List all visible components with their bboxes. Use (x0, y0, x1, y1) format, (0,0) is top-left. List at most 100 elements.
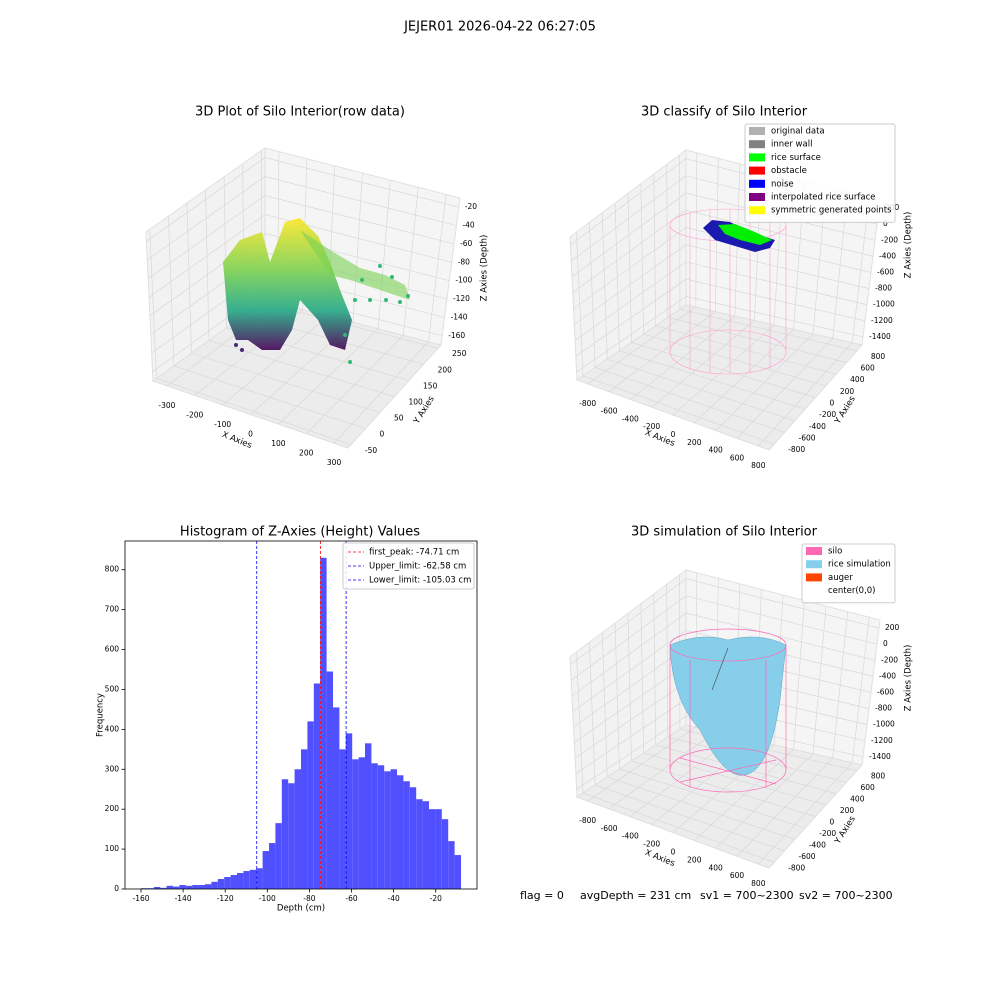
legend-label: noise (771, 179, 794, 189)
grid-line (147, 195, 455, 279)
grid-line (167, 216, 366, 430)
z-tick-label: -140 (451, 312, 468, 321)
grid-line (666, 164, 847, 363)
histogram-bar (441, 819, 449, 889)
grid-line (149, 233, 450, 317)
grid-line (223, 176, 410, 381)
z-axis-label: Z Axies (Depth) (480, 235, 490, 302)
grid-line (250, 172, 363, 415)
histogram-bar (326, 671, 333, 889)
x-tick-label: -40 (388, 894, 400, 903)
grid-line (666, 584, 847, 783)
grid-line (571, 192, 876, 278)
x-tick-label: 200 (687, 438, 702, 447)
histogram-bar (262, 851, 269, 889)
histogram-bar (435, 809, 442, 889)
histogram-bar (345, 733, 353, 889)
histogram-bar (211, 881, 218, 889)
x-tick-label: -600 (600, 407, 617, 416)
legend-swatch (749, 206, 765, 215)
legend-label: symmetric generated points (771, 206, 892, 216)
x-tick-label: -200 (186, 410, 203, 419)
legend-swatch (749, 153, 765, 162)
z-tick-label: -1000 (873, 300, 895, 309)
histogram-bar (409, 787, 417, 889)
x-tick-label: -20 (430, 894, 442, 903)
grid-line (679, 574, 857, 772)
x-tick-label: 200 (299, 449, 314, 458)
grid-line (572, 629, 874, 712)
rice-simulation-surface (669, 636, 787, 776)
y-tick-label: -400 (809, 840, 826, 849)
y-tick-label: -200 (819, 829, 836, 838)
x-tick-label: 300 (327, 458, 342, 467)
grid-line (587, 572, 698, 802)
grid-line (146, 157, 459, 242)
grid-line (572, 209, 874, 293)
chart-title: 3D Plot of Silo Interior(row data) (195, 105, 405, 120)
x-tick-label: 600 (730, 453, 745, 462)
auger (711, 647, 729, 691)
histogram-bar (243, 871, 250, 889)
y-tick-label: 200 (438, 365, 453, 374)
legend-swatch (749, 166, 765, 175)
histogram-bar (313, 683, 321, 889)
grid-line (205, 189, 395, 397)
grid-line (149, 229, 352, 446)
z-tick-label: -200 (881, 235, 898, 244)
z-tick-label: -1200 (871, 736, 893, 745)
z-tick-label: -40 (462, 221, 474, 230)
grid-line (576, 716, 864, 790)
y-tick-label: 500 (105, 684, 120, 693)
grid-line (614, 623, 806, 829)
grid-line (653, 594, 837, 794)
histogram-bar (320, 557, 327, 889)
grid-line (333, 194, 447, 444)
grid-line (614, 203, 806, 410)
z-tick-label: -800 (875, 704, 892, 713)
z-tick-label: -1000 (873, 720, 895, 729)
y-tick-label: 200 (105, 804, 120, 813)
legend-label: inner wall (771, 140, 812, 150)
grid-line (576, 652, 775, 863)
z-tick-label: -1400 (869, 332, 891, 341)
grid-line (736, 611, 849, 857)
legend-label: rice simulation (828, 560, 891, 570)
panes-layer (145, 147, 881, 869)
histogram-bar (384, 771, 391, 889)
histogram-bar (281, 779, 289, 889)
y-tick-label: 50 (394, 414, 404, 423)
histogram-bar (333, 707, 340, 889)
legend-label: Upper_limit: -62.58 cm (369, 562, 466, 572)
grid-line (601, 632, 795, 840)
grid-line (570, 595, 878, 681)
y-tick-label: 150 (423, 381, 438, 390)
legend-box (744, 123, 896, 223)
pane-floor (575, 724, 863, 869)
legend-label: Lower_limit: -105.03 cm (369, 576, 471, 586)
grid-line (575, 278, 866, 357)
z-tick-label: 0 (883, 219, 888, 228)
y-tick-label: 200 (840, 806, 855, 815)
x-tick-label: -80 (303, 894, 315, 903)
grid-line (587, 152, 698, 385)
y-tick-label: -600 (799, 434, 816, 443)
chart-title: 3D classify of Silo Interior (641, 105, 808, 120)
histogram-bar (179, 885, 186, 889)
x-tick-label: -400 (622, 832, 639, 841)
y-tick-label: 250 (452, 349, 467, 358)
grid-line (694, 600, 805, 841)
x-tick-label: -800 (579, 816, 596, 825)
x-tick-label: -800 (579, 399, 596, 408)
grid-line (758, 617, 870, 865)
y-axis-label: Y Axies (833, 814, 859, 847)
x-tick-label: 800 (751, 879, 766, 888)
histogram-bar (173, 886, 180, 889)
y-tick-label: 0 (830, 818, 835, 827)
legend-box (801, 543, 896, 604)
footer-text: flag = 0 (520, 889, 564, 902)
y-tick-label: 600 (105, 645, 120, 654)
y-tick-label: 600 (861, 364, 876, 373)
histogram-bar (256, 868, 263, 889)
x-tick-label: -400 (622, 414, 639, 423)
